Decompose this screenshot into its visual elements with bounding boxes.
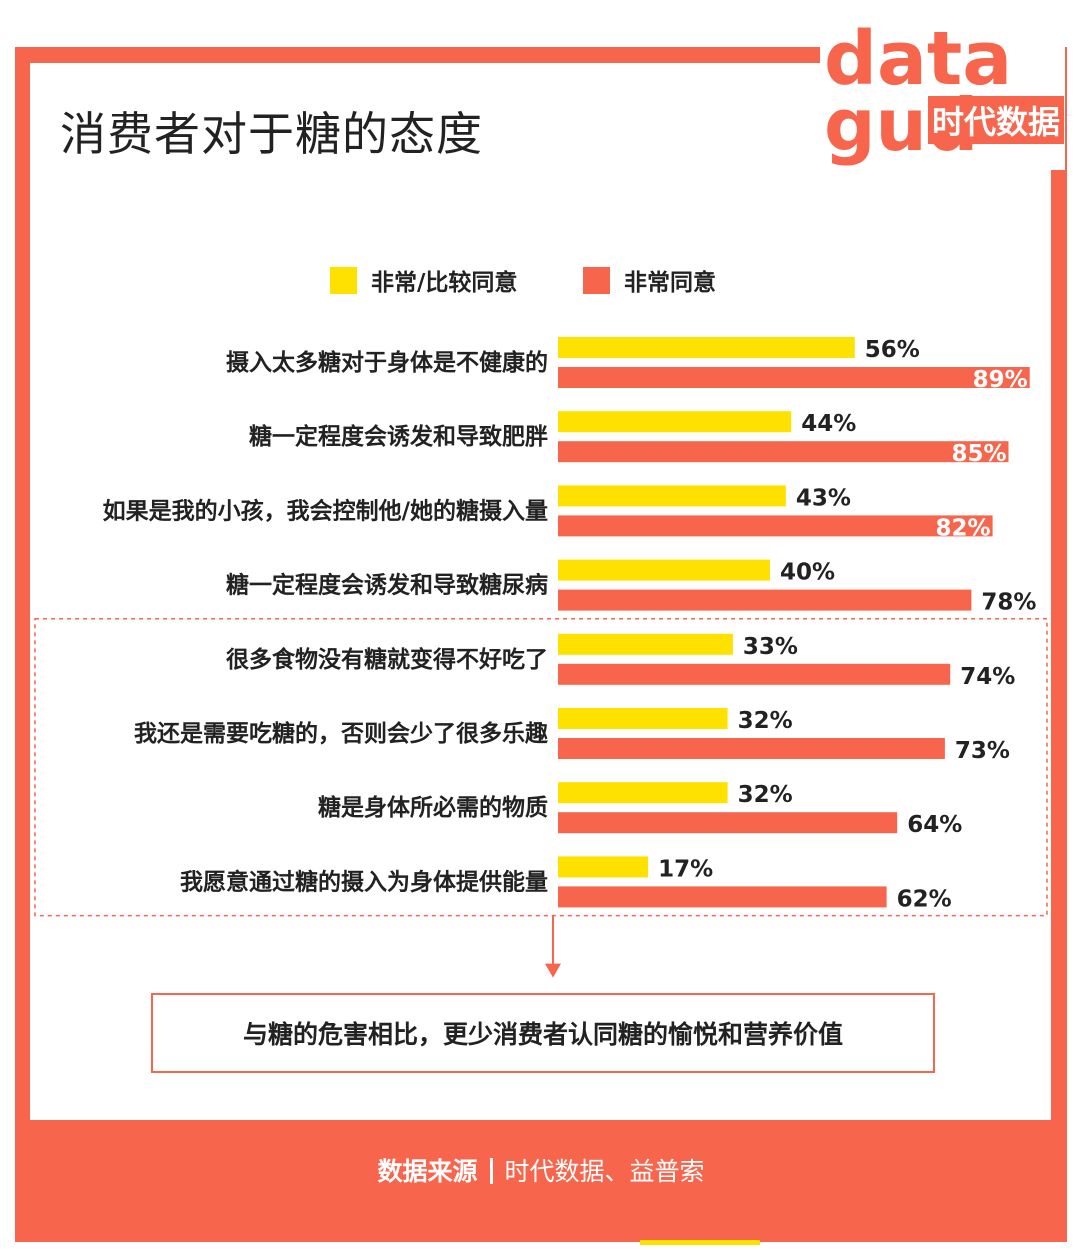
category-label: 很多食物没有糖就变得不好吃了 [226,646,548,673]
category-label: 我还是需要吃糖的，否则会少了很多乐趣 [134,720,549,747]
value-label-agree: 43% [796,485,851,511]
value-label-strongly-agree: 73% [955,738,1010,764]
value-label-strongly-agree: 89% [973,367,1028,393]
value-label-strongly-agree: 78% [981,590,1036,616]
legend-item-agree: 非常/比较同意 [330,263,517,297]
bar-agree [558,337,855,358]
highlight-group-box [34,618,1048,917]
bar-agree [558,559,770,581]
category-label: 如果是我的小孩，我会控制他/她的糖摄入量 [103,497,548,524]
bar-strongly-agree [558,515,993,537]
bar-strongly-agree [558,886,887,908]
bar-agree [558,782,728,804]
value-label-agree: 40% [780,560,835,586]
datagud-logo: data gud 时代数据 [820,10,1065,170]
value-label-agree: 44% [801,411,856,437]
bar-agree [558,708,728,729]
bar-strongly-agree [558,589,972,611]
bar-strongly-agree [558,441,1009,463]
footer-source-label: 数据来源 [377,1157,478,1186]
footer-source: 数据来源 时代数据、益普索 [15,1152,1067,1188]
value-label-agree: 17% [658,856,713,882]
category-label: 糖是身体所必需的物质 [318,794,548,821]
page-title: 消费者对于糖的态度 [60,107,483,161]
value-label-strongly-agree: 64% [907,812,962,838]
bar-strongly-agree [558,812,898,834]
arrow-head [545,963,561,978]
footer-source-text: 时代数据、益普索 [504,1157,705,1186]
footer-separator [489,1158,493,1184]
value-label-agree: 32% [738,708,793,734]
legend-label-agree: 非常/比较同意 [371,270,518,296]
bar-strongly-agree [558,367,1030,388]
category-label: 摄入太多糖对于身体是不健康的 [226,349,548,376]
conclusion-callout: 与糖的危害相比，更少消费者认同糖的愉悦和营养价值 [151,993,935,1073]
bar-agree [558,411,792,433]
bar-strongly-agree [558,738,945,759]
bar-chart: 摄入太多糖对于身体是不健康的 56% 89% 糖一定程度会诱发和导致肥胖 44% 85% 如… [34,337,1048,978]
value-label-agree: 56% [865,337,920,363]
category-label: 糖一定程度会诱发和导致糖尿病 [226,572,548,599]
value-label-strongly-agree: 82% [936,515,991,541]
value-label-agree: 32% [738,782,793,808]
category-label: 糖一定程度会诱发和导致肥胖 [249,423,548,450]
bar-agree [558,633,733,655]
value-label-strongly-agree: 74% [960,664,1015,690]
value-label-agree: 33% [743,634,798,660]
legend-label-strongly-agree: 非常同意 [624,270,716,296]
bar-strongly-agree [558,663,951,685]
category-label: 我愿意通过糖的摄入为身体提供能量 [180,868,548,895]
bar-agree [558,856,649,878]
bottom-strip [15,1242,1067,1254]
value-label-strongly-agree: 62% [897,886,952,912]
legend-swatch-strongly-agree [583,266,610,294]
legend-swatch-agree [330,266,357,294]
value-label-strongly-agree: 85% [951,441,1006,467]
logo-text-top: data [824,16,1012,102]
bottom-accent [640,1240,760,1245]
bar-agree [558,485,786,507]
legend-item-strongly-agree: 非常同意 [583,263,716,297]
logo-text-cn: 时代数据 [932,103,1060,141]
